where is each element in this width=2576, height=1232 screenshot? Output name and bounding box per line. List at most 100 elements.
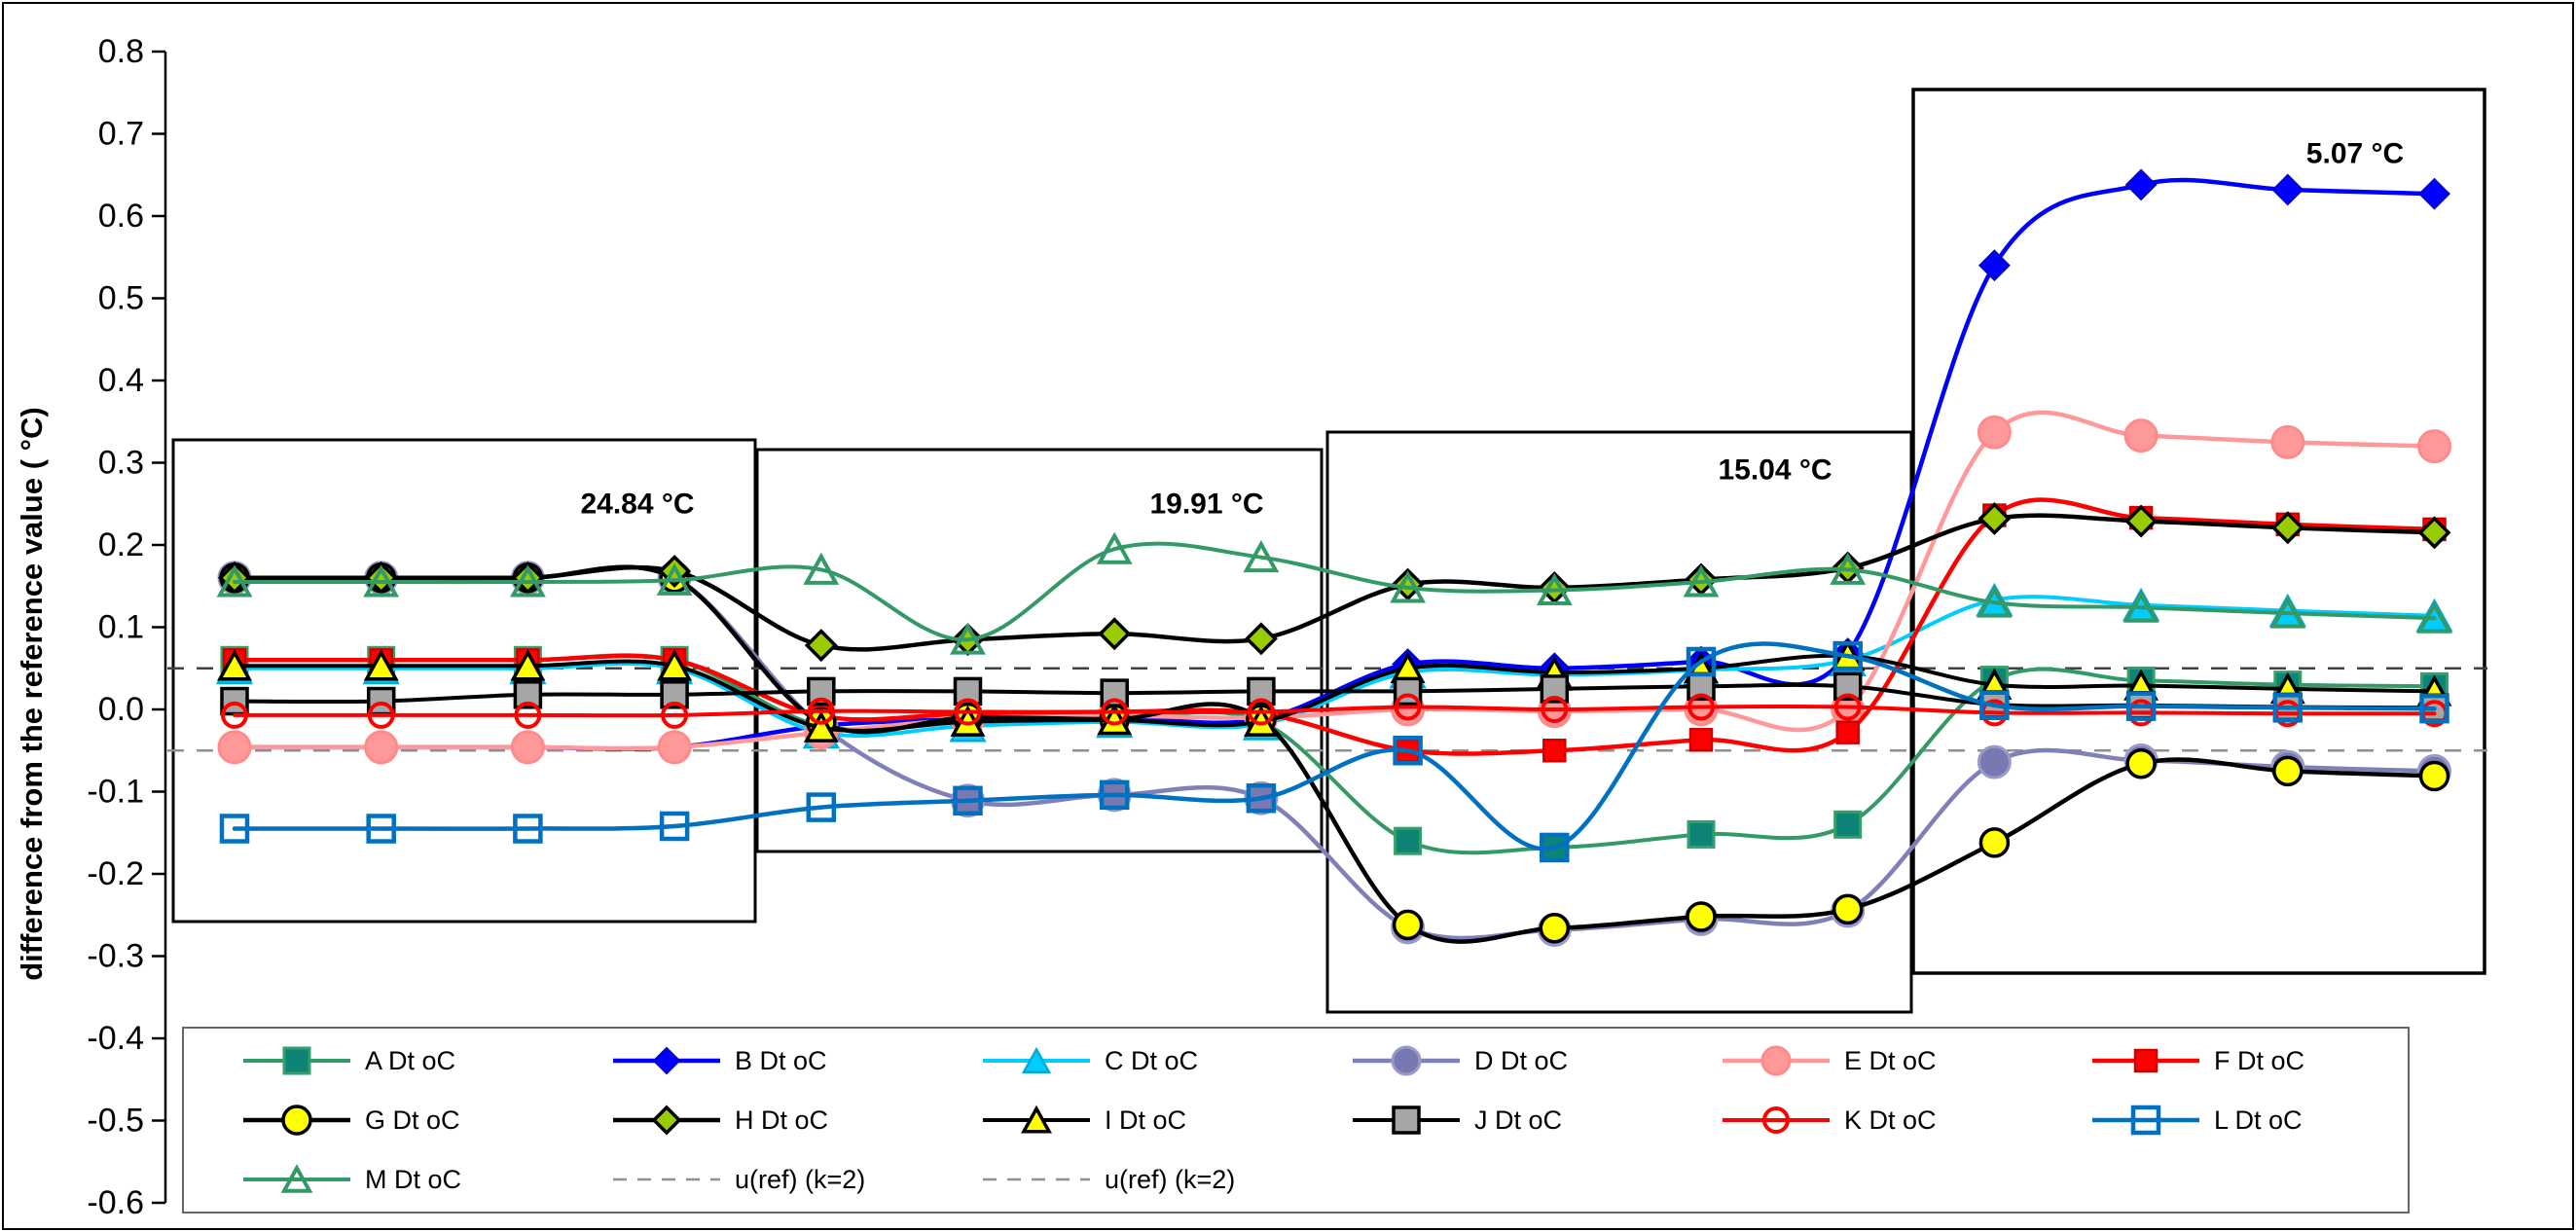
series-line-M [233,541,2437,642]
legend-marker [281,1105,312,1136]
legend-item-label: B Dt oC [735,1046,827,1075]
y-tick-label: -0.6 [87,1184,144,1221]
series-marker-K [807,697,835,725]
series-marker-M [363,564,400,598]
series-marker-B [2271,173,2304,206]
y-tick-label: -0.5 [87,1103,144,1140]
series-marker-M [2122,590,2159,623]
legend-marker [652,1046,681,1075]
legend-box [182,1027,2410,1214]
series-marker-L [2419,693,2449,724]
series-marker-E [364,730,399,765]
y-tick-label: -0.1 [87,774,144,811]
y-tick-label: 0.3 [98,445,144,482]
legend-marker [1021,1105,1052,1134]
series-marker-L [1832,640,1863,671]
series-marker-E [217,730,252,765]
series-marker-G [2125,748,2157,779]
series-marker-M [1683,564,1720,598]
series-line-E [232,410,2437,751]
y-tick-label: -0.3 [87,938,144,975]
temperature-annotation: 19.91 °C [1149,489,1263,521]
series-marker-I [657,649,693,681]
series-marker-K [954,698,982,726]
legend-item-label: C Dt oC [1105,1046,1198,1075]
y-tick-label: 0.1 [98,609,144,646]
series-line-F [232,497,2437,756]
series-marker-G [1686,901,1717,932]
series-line-H [232,513,2437,652]
series-marker-E [1977,415,2012,450]
series-marker-K [367,701,395,729]
series-marker-I [803,710,839,743]
legend-marker [1392,1105,1421,1135]
series-marker-L [1686,646,1717,677]
series-marker-G [1392,909,1424,941]
legend-marker [1762,1106,1790,1134]
legend-marker [651,1105,682,1136]
series-marker-A [1833,810,1863,839]
series-marker-L [1393,736,1423,766]
series-marker-M [216,564,253,598]
series-marker-L [953,785,983,816]
setpoint-box [755,448,1324,853]
series-marker-F [1542,739,1567,763]
series-marker-L [1099,779,1130,811]
series-marker-G [1832,893,1864,925]
legend-item-label: L Dt oC [2214,1105,2303,1135]
series-marker-M [510,564,546,598]
series-marker-F [1835,720,1860,744]
legend-item-label: u(ref) (k=2) [1105,1165,1235,1194]
legend-marker [1391,1045,1422,1076]
y-tick-label: -0.2 [87,855,144,892]
series-marker-H [2124,504,2159,538]
legend-item-label: D Dt oC [1474,1046,1568,1075]
series-marker-L [219,814,250,844]
series-marker-M [803,552,840,585]
legend-marker [282,1046,311,1075]
legend-item-label: E Dt oC [1844,1046,1937,1075]
series-marker-A [1394,826,1423,855]
legend-item-label: K Dt oC [1844,1105,1937,1135]
series-marker-L [2272,693,2304,723]
y-tick-label: 0.0 [98,691,144,728]
series-marker-B [1977,249,2011,282]
series-marker-K [1101,698,1129,726]
series-line-G [232,564,2437,944]
series-line-I [233,653,2437,733]
y-tick-label: 0.4 [98,362,144,399]
setpoint-box [1911,88,2486,975]
series-marker-K [1394,693,1422,721]
series-line-D [232,564,2437,941]
series-marker-A [1687,819,1716,849]
series-marker-M [2416,600,2452,634]
series-marker-K [1541,696,1569,723]
series-marker-L [1246,783,1277,814]
y-axis-title: difference from the reference value ( °C… [15,407,49,981]
legend-marker [1021,1046,1052,1073]
series-marker-G [2418,760,2450,792]
series-marker-L [806,792,837,822]
series-marker-K [514,701,542,729]
series-marker-L [513,814,543,844]
series-marker-I [510,649,546,681]
series-marker-E [510,730,545,765]
series-marker-E [2270,424,2305,459]
series-marker-H [1098,617,1132,651]
legend-item-label: F Dt oC [2214,1046,2304,1075]
series-marker-M [1536,572,1573,605]
legend-item-label: I Dt oC [1105,1105,1186,1135]
series-line-J [233,682,2437,710]
y-tick-label: 0.5 [98,280,144,317]
y-tick-label: 0.8 [98,33,144,70]
series-marker-M [656,562,693,596]
series-marker-L [659,811,690,842]
series-marker-G [2272,755,2304,787]
y-tick-label: 0.2 [98,526,144,563]
series-marker-M [2269,596,2306,629]
y-tick-label: -0.4 [87,1020,144,1057]
series-marker-I [217,649,252,681]
